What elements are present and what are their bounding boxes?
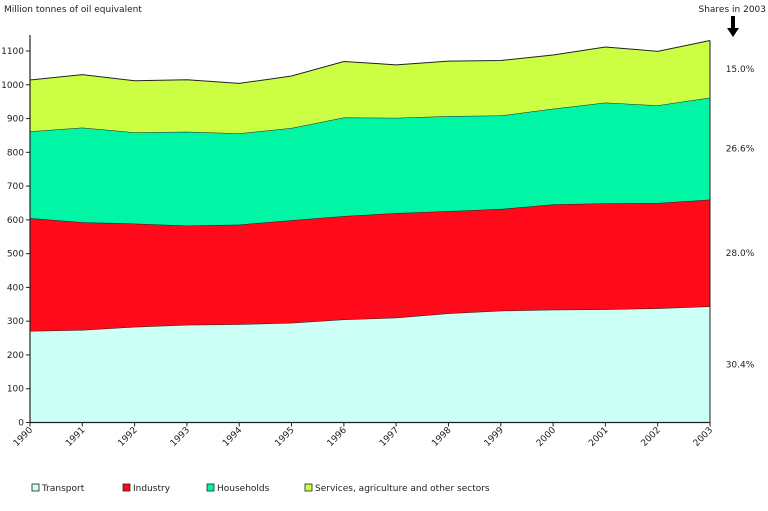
y-tick-label: 800 [7, 148, 24, 158]
legend-swatch [206, 483, 215, 492]
legend-swatch [304, 483, 313, 492]
y-tick-label: 1100 [1, 47, 24, 57]
y-tick-label: 0 [18, 419, 24, 429]
y-tick-label: 700 [7, 182, 24, 192]
x-tick-label: 1997 [378, 426, 401, 449]
share-label: 26.6% [726, 145, 755, 155]
x-tick-label: 2001 [587, 426, 610, 449]
down-arrow-icon [727, 16, 739, 37]
x-tick-label: 1998 [430, 425, 453, 448]
legend-label: Transport [41, 484, 85, 494]
x-tick-label: 1999 [483, 425, 506, 448]
legend-item: Households [206, 483, 270, 494]
legend-label: Industry [133, 484, 171, 494]
legend-swatch [31, 483, 40, 492]
legend-item: Services, agriculture and other sectors [304, 483, 490, 494]
legend-item: Industry [122, 483, 171, 494]
area-boundary-line [29, 40, 711, 84]
y-tick-label: 600 [7, 216, 24, 226]
x-tick-label: 2000 [535, 425, 558, 448]
y-tick-label: 400 [7, 283, 24, 293]
x-tick-label: 1996 [326, 425, 349, 448]
legend-swatch [122, 483, 131, 492]
area-households [30, 97, 710, 226]
share-label: 28.0% [726, 249, 755, 259]
shares-annotation-title: Shares in 2003 [699, 5, 767, 15]
y-tick-label: 300 [7, 317, 24, 327]
x-tick-label: 2003 [692, 426, 715, 449]
x-tick-label: 1991 [64, 426, 87, 449]
share-label: 30.4% [726, 360, 755, 370]
x-tick-label: 1994 [221, 425, 244, 448]
area-industry [30, 199, 710, 331]
area-services [30, 40, 710, 134]
x-tick-label: 1993 [169, 426, 192, 449]
y-axis-label: Million tonnes of oil equivalent [4, 5, 142, 15]
x-tick-label: 1990 [12, 425, 35, 448]
y-tick-label: 900 [7, 115, 24, 125]
y-tick-label: 500 [7, 250, 24, 260]
area-transport [30, 306, 710, 423]
x-tick-label: 2002 [640, 426, 663, 449]
legend-item: Transport [31, 483, 85, 494]
share-label: 15.0% [726, 65, 755, 75]
x-tick-label: 1995 [273, 426, 296, 449]
y-tick-label: 100 [7, 385, 24, 395]
legend-label: Services, agriculture and other sectors [315, 484, 490, 494]
x-tick-label: 1992 [116, 426, 139, 449]
legend-label: Households [217, 484, 270, 494]
y-tick-label: 200 [7, 351, 24, 361]
y-tick-label: 1000 [1, 81, 24, 91]
